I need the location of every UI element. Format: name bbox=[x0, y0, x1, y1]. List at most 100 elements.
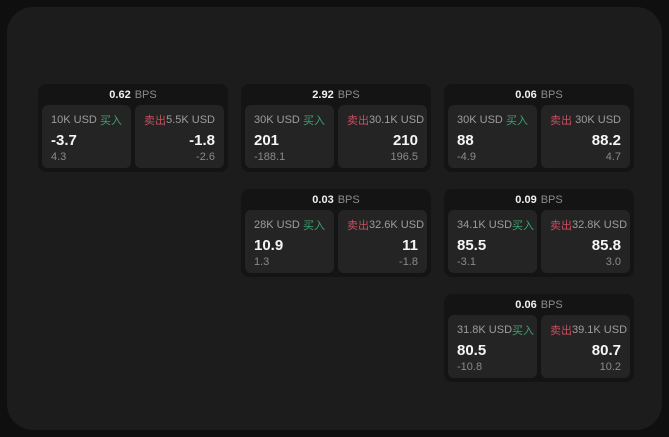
bps-unit-label: BPS bbox=[540, 298, 563, 311]
sell-price-value: 88.2 bbox=[591, 131, 621, 149]
sell-tile-header: 卖出 32.6K USD bbox=[347, 217, 424, 233]
buy-price-value: -3.7 bbox=[51, 131, 77, 149]
buy-quote-tile[interactable]: 31.8K USD 买入 80.5 -10.8 bbox=[448, 315, 537, 378]
buy-tile-header: 34.1K USD 买入 bbox=[457, 217, 534, 233]
bps-unit-label: BPS bbox=[540, 88, 563, 101]
bps-unit-label: BPS bbox=[540, 193, 563, 206]
card-body: 10K USD 买入 -3.7 4.3 卖出 5.5K USD -1.8 -2.… bbox=[42, 105, 224, 168]
buy-volume-label: 30K USD bbox=[457, 114, 503, 126]
buy-volume-label: 30K USD bbox=[254, 114, 300, 126]
bps-quote-card: 0.09 BPS 34.1K USD 买入 85.5 -3.1 卖出 32.8K… bbox=[444, 189, 634, 277]
sell-price-value: 210 bbox=[392, 131, 418, 149]
bps-quote-card: 0.06 BPS 30K USD 买入 88 -4.9 卖出 30K USD 8… bbox=[444, 84, 634, 172]
bps-quote-card: 0.06 BPS 31.8K USD 买入 80.5 -10.8 卖出 39.1… bbox=[444, 294, 634, 382]
app-surface: 0.62 BPS 10K USD 买入 -3.7 4.3 卖出 5.5K USD… bbox=[7, 7, 662, 430]
buy-price-value: 201 bbox=[254, 131, 280, 149]
buy-delta-value: -3.1 bbox=[457, 256, 476, 268]
buy-delta-value: 4.3 bbox=[51, 151, 67, 163]
sell-price-value: -1.8 bbox=[189, 131, 215, 149]
bps-spread-value: 0.06 bbox=[515, 298, 537, 311]
buy-volume-label: 31.8K USD bbox=[457, 324, 513, 336]
bps-spread-value: 0.06 bbox=[515, 88, 537, 101]
sell-side-label: 卖出 bbox=[347, 115, 369, 127]
card-header: 0.09 BPS bbox=[448, 189, 630, 210]
buy-delta-value: -4.9 bbox=[457, 151, 476, 163]
sell-quote-tile[interactable]: 卖出 32.6K USD 11 -1.8 bbox=[338, 210, 427, 273]
sell-quote-tile[interactable]: 卖出 32.8K USD 85.8 3.0 bbox=[541, 210, 630, 273]
buy-quote-tile[interactable]: 30K USD 买入 88 -4.9 bbox=[448, 105, 537, 168]
sell-volume-label: 5.5K USD bbox=[166, 114, 215, 126]
card-header: 2.92 BPS bbox=[245, 84, 427, 105]
sell-tile-header: 卖出 5.5K USD bbox=[144, 112, 215, 128]
sell-delta-value: -1.8 bbox=[399, 256, 418, 268]
sell-side-label: 卖出 bbox=[550, 325, 572, 337]
sell-delta-value: 3.0 bbox=[605, 256, 621, 268]
sell-delta-value: 196.5 bbox=[390, 151, 418, 163]
card-body: 31.8K USD 买入 80.5 -10.8 卖出 39.1K USD 80.… bbox=[448, 315, 630, 378]
sell-tile-header: 卖出 30K USD bbox=[550, 112, 621, 128]
buy-price-value: 10.9 bbox=[254, 236, 284, 254]
buy-quote-tile[interactable]: 10K USD 买入 -3.7 4.3 bbox=[42, 105, 131, 168]
card-body: 28K USD 买入 10.9 1.3 卖出 32.6K USD 11 -1.8 bbox=[245, 210, 427, 273]
buy-side-label: 买入 bbox=[512, 220, 535, 232]
buy-side-label: 买入 bbox=[100, 115, 122, 127]
buy-side-label: 买入 bbox=[506, 115, 528, 127]
buy-tile-header: 30K USD 买入 bbox=[254, 112, 325, 128]
buy-volume-label: 28K USD bbox=[254, 219, 300, 231]
sell-volume-label: 39.1K USD bbox=[572, 324, 628, 336]
sell-quote-tile[interactable]: 卖出 39.1K USD 80.7 10.2 bbox=[541, 315, 630, 378]
sell-tile-header: 卖出 30.1K USD bbox=[347, 112, 424, 128]
bps-spread-value: 0.03 bbox=[312, 193, 334, 206]
buy-quote-tile[interactable]: 30K USD 买入 201 -188.1 bbox=[245, 105, 334, 168]
sell-volume-label: 30K USD bbox=[575, 114, 621, 126]
card-header: 0.62 BPS bbox=[42, 84, 224, 105]
buy-side-label: 买入 bbox=[303, 115, 325, 127]
buy-side-label: 买入 bbox=[512, 325, 535, 337]
sell-side-label: 卖出 bbox=[347, 220, 369, 232]
buy-delta-value: 1.3 bbox=[254, 256, 270, 268]
bps-quote-card: 0.03 BPS 28K USD 买入 10.9 1.3 卖出 32.6K US… bbox=[241, 189, 431, 277]
bps-spread-value: 2.92 bbox=[312, 88, 334, 101]
sell-delta-value: 10.2 bbox=[599, 361, 621, 373]
buy-quote-tile[interactable]: 34.1K USD 买入 85.5 -3.1 bbox=[448, 210, 537, 273]
card-body: 30K USD 买入 88 -4.9 卖出 30K USD 88.2 4.7 bbox=[448, 105, 630, 168]
sell-volume-label: 30.1K USD bbox=[369, 114, 425, 126]
sell-price-value: 80.7 bbox=[591, 341, 621, 359]
buy-tile-header: 28K USD 买入 bbox=[254, 217, 325, 233]
buy-tile-header: 10K USD 买入 bbox=[51, 112, 122, 128]
buy-side-label: 买入 bbox=[303, 220, 325, 232]
sell-tile-header: 卖出 39.1K USD bbox=[550, 322, 627, 338]
bps-unit-label: BPS bbox=[337, 193, 360, 206]
bps-unit-label: BPS bbox=[337, 88, 360, 101]
sell-quote-tile[interactable]: 卖出 30K USD 88.2 4.7 bbox=[541, 105, 630, 168]
buy-volume-label: 34.1K USD bbox=[457, 219, 513, 231]
bps-unit-label: BPS bbox=[134, 88, 157, 101]
bps-quote-card: 0.62 BPS 10K USD 买入 -3.7 4.3 卖出 5.5K USD… bbox=[38, 84, 228, 172]
sell-volume-label: 32.6K USD bbox=[369, 219, 425, 231]
card-header: 0.06 BPS bbox=[448, 294, 630, 315]
buy-price-value: 80.5 bbox=[457, 341, 487, 359]
card-body: 34.1K USD 买入 85.5 -3.1 卖出 32.8K USD 85.8… bbox=[448, 210, 630, 273]
card-body: 30K USD 买入 201 -188.1 卖出 30.1K USD 210 1… bbox=[245, 105, 427, 168]
buy-tile-header: 31.8K USD 买入 bbox=[457, 322, 534, 338]
bps-spread-value: 0.62 bbox=[109, 88, 131, 101]
sell-side-label: 卖出 bbox=[550, 220, 572, 232]
sell-delta-value: -2.6 bbox=[196, 151, 215, 163]
sell-side-label: 卖出 bbox=[550, 115, 572, 127]
buy-price-value: 88 bbox=[457, 131, 474, 149]
sell-quote-tile[interactable]: 卖出 5.5K USD -1.8 -2.6 bbox=[135, 105, 224, 168]
bps-spread-value: 0.09 bbox=[515, 193, 537, 206]
buy-volume-label: 10K USD bbox=[51, 114, 97, 126]
buy-delta-value: -10.8 bbox=[457, 361, 483, 373]
card-header: 0.03 BPS bbox=[245, 189, 427, 210]
sell-volume-label: 32.8K USD bbox=[572, 219, 628, 231]
buy-price-value: 85.5 bbox=[457, 236, 487, 254]
sell-side-label: 卖出 bbox=[144, 115, 166, 127]
sell-delta-value: 4.7 bbox=[605, 151, 621, 163]
sell-price-value: 11 bbox=[402, 236, 418, 254]
buy-tile-header: 30K USD 买入 bbox=[457, 112, 528, 128]
buy-delta-value: -188.1 bbox=[254, 151, 286, 163]
sell-quote-tile[interactable]: 卖出 30.1K USD 210 196.5 bbox=[338, 105, 427, 168]
buy-quote-tile[interactable]: 28K USD 买入 10.9 1.3 bbox=[245, 210, 334, 273]
sell-price-value: 85.8 bbox=[591, 236, 621, 254]
